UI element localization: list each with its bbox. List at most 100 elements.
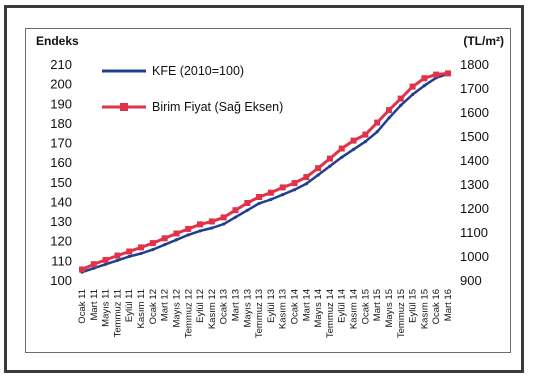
data-point bbox=[362, 131, 369, 138]
data-point bbox=[363, 139, 367, 144]
x-tick-label: Eylül 12 bbox=[195, 289, 206, 323]
data-point bbox=[104, 262, 108, 266]
x-tick-label: Temmuz 14 bbox=[325, 289, 336, 338]
right-tick-label: 1400 bbox=[460, 153, 489, 168]
data-point bbox=[256, 194, 263, 200]
data-point bbox=[233, 215, 238, 219]
data-point bbox=[127, 254, 131, 259]
x-tick-label: Eylül 13 bbox=[266, 289, 277, 323]
left-axis: 100 110 120 130 140 150 160 170 180 190 200 210 bbox=[50, 57, 72, 288]
right-tick-label: 1500 bbox=[460, 129, 489, 144]
x-tick-label: Temmuz 13 bbox=[254, 289, 265, 338]
data-point bbox=[163, 243, 167, 247]
series-line-0 bbox=[81, 72, 449, 274]
legend-label-kfe: KFE (2010=100) bbox=[152, 64, 244, 78]
right-tick-label: 1200 bbox=[460, 201, 489, 216]
data-point bbox=[304, 182, 308, 186]
right-tick-label: 1100 bbox=[460, 225, 488, 240]
right-tick-label: 1300 bbox=[460, 177, 489, 192]
data-point bbox=[149, 240, 156, 247]
x-tick-label: Mayıs 14 bbox=[313, 289, 324, 328]
data-point bbox=[102, 256, 109, 263]
data-point bbox=[303, 174, 310, 181]
data-point bbox=[222, 222, 226, 226]
left-axis-label: Endeks bbox=[36, 34, 79, 48]
data-point bbox=[385, 107, 392, 114]
data-point bbox=[328, 164, 332, 168]
data-point bbox=[315, 165, 322, 172]
left-tick-label: 150 bbox=[50, 175, 72, 190]
data-point bbox=[90, 261, 97, 268]
data-point bbox=[197, 221, 204, 228]
data-point bbox=[138, 244, 145, 251]
x-tick-label: Kasım 12 bbox=[207, 289, 218, 329]
x-tick-label: Ocak 16 bbox=[431, 289, 442, 324]
x-tick-label: Temmuz 15 bbox=[396, 289, 407, 338]
x-tick-label: Mayıs 11 bbox=[101, 289, 112, 327]
data-point bbox=[115, 258, 120, 262]
left-tick-label: 120 bbox=[50, 234, 72, 249]
right-tick-label: 1700 bbox=[460, 81, 489, 96]
data-point bbox=[409, 83, 416, 90]
x-tick-label: Mayıs 12 bbox=[171, 289, 182, 328]
x-tick-label: Ocak 14 bbox=[290, 289, 301, 324]
plot-area bbox=[79, 70, 451, 274]
data-point bbox=[375, 130, 379, 134]
data-point bbox=[245, 208, 249, 212]
x-tick-label: Kasım 14 bbox=[349, 289, 360, 329]
data-point bbox=[269, 197, 273, 202]
legend-marker-unit-price bbox=[120, 103, 128, 111]
x-tick-label: Ocak 11 bbox=[77, 289, 88, 324]
data-point bbox=[79, 266, 85, 273]
line-chart: Endeks (TL/m²) 1001101201301401501601701… bbox=[36, 34, 504, 338]
data-point bbox=[210, 226, 214, 230]
left-tick-label: 160 bbox=[50, 155, 72, 170]
x-axis: Ocak 11 Mart 11 Mayıs 11 Temmuz 11 Eylül 11 K… bbox=[77, 289, 454, 338]
data-point bbox=[220, 214, 227, 221]
left-tick-label: 140 bbox=[50, 194, 72, 209]
right-tick-label: 900 bbox=[460, 273, 482, 288]
data-point bbox=[338, 145, 345, 152]
data-point bbox=[351, 147, 356, 152]
data-point bbox=[281, 193, 285, 197]
left-tick-label: 190 bbox=[50, 96, 72, 111]
x-tick-label: Kasım 11 bbox=[136, 289, 147, 328]
x-tick-label: Mart 16 bbox=[443, 289, 454, 321]
data-point bbox=[374, 119, 381, 126]
data-point bbox=[410, 92, 415, 97]
data-point bbox=[139, 251, 143, 256]
x-tick-label: Ocak 13 bbox=[219, 289, 230, 324]
left-tick-label: 200 bbox=[50, 77, 72, 92]
data-point bbox=[340, 155, 344, 159]
data-point bbox=[445, 70, 451, 77]
left-tick-label: 100 bbox=[50, 273, 72, 288]
x-tick-label: Eylül 15 bbox=[408, 289, 419, 323]
chart-panel: Endeks (TL/m²) 100 110 120 130 140 150 160 170 1… bbox=[25, 28, 511, 353]
x-tick-label: Mart 14 bbox=[301, 289, 312, 321]
data-point bbox=[126, 248, 133, 255]
x-tick-label: Eylül 14 bbox=[337, 289, 348, 323]
data-point bbox=[161, 235, 168, 242]
data-point bbox=[387, 116, 391, 120]
data-point bbox=[92, 266, 96, 270]
x-tick-label: Ocak 12 bbox=[148, 289, 159, 324]
chart-frame: Endeks (TL/m²) 100 110 120 130 140 150 160 170 1… bbox=[4, 5, 524, 373]
data-point bbox=[114, 252, 121, 259]
data-point bbox=[151, 247, 155, 252]
x-tick-label: Mart 15 bbox=[372, 289, 383, 321]
right-axis: 900 1000 1100 1200 1300 1400 1500 1600 1700 1800 bbox=[460, 57, 489, 288]
x-tick-label: Ocak 15 bbox=[360, 289, 371, 324]
x-tick-label: Kasım 13 bbox=[278, 289, 289, 329]
data-point bbox=[174, 238, 179, 242]
left-tick-label: 180 bbox=[50, 116, 72, 131]
right-tick-label: 1000 bbox=[460, 249, 489, 264]
data-point bbox=[399, 103, 403, 107]
data-point bbox=[350, 137, 357, 144]
x-tick-label: Mart 12 bbox=[160, 289, 171, 321]
left-tick-label: 170 bbox=[50, 136, 72, 151]
x-tick-label: Mart 13 bbox=[230, 289, 241, 321]
x-tick-label: Mayıs 15 bbox=[384, 289, 395, 328]
data-point bbox=[232, 207, 239, 214]
data-point bbox=[291, 180, 298, 187]
x-tick-label: Temmuz 12 bbox=[183, 289, 194, 338]
